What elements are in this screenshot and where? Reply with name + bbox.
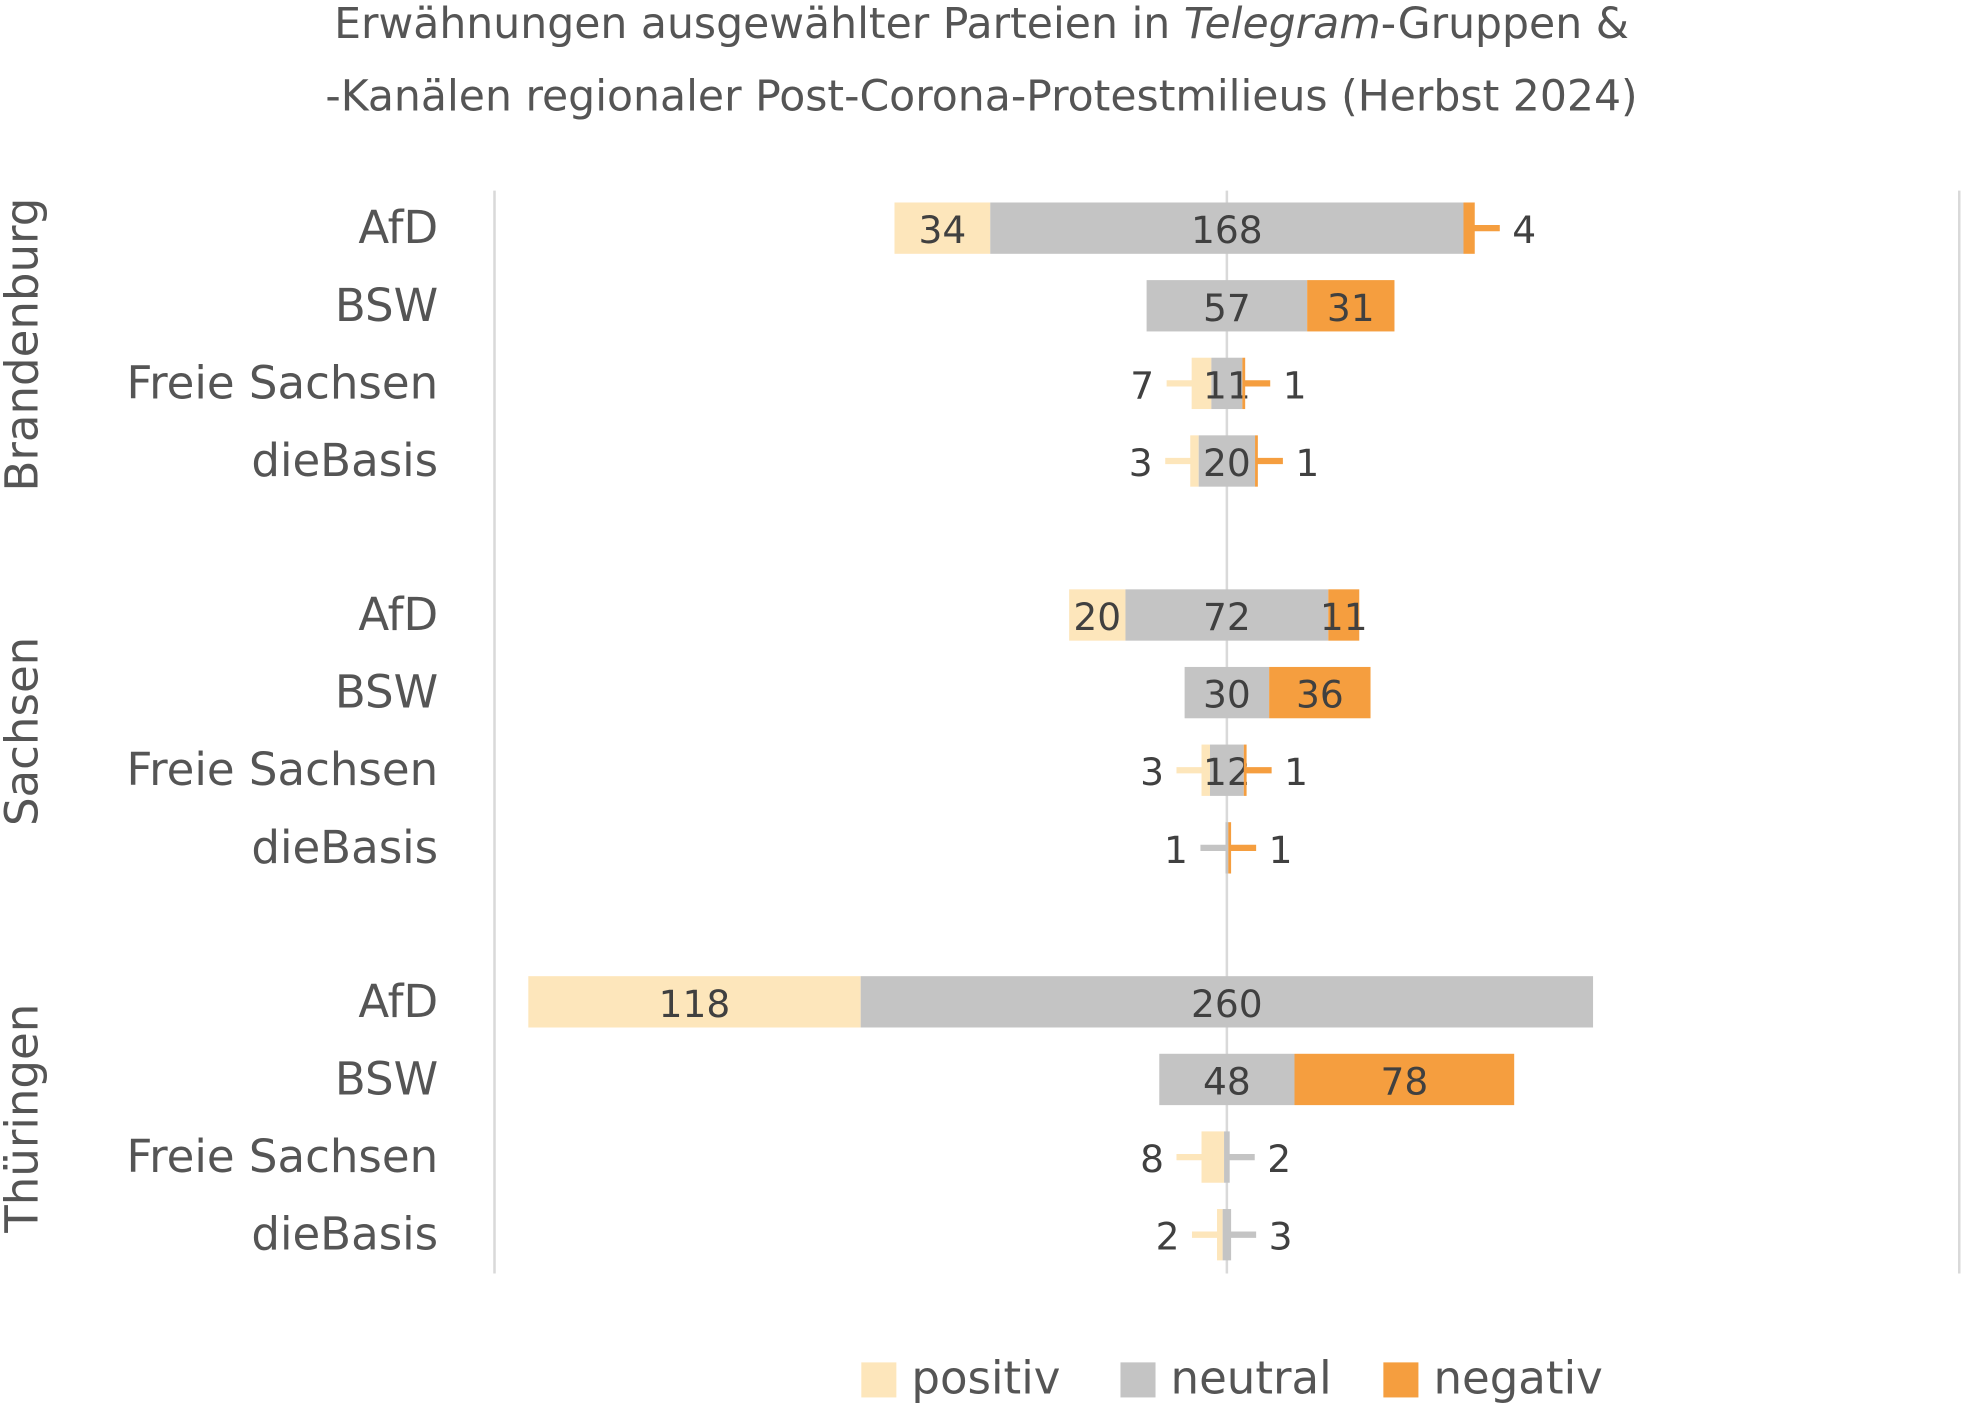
party-label: Freie Sachsen	[126, 1130, 438, 1183]
party-label: AfD	[358, 975, 438, 1028]
positive-bar	[1201, 1131, 1225, 1183]
neutral-bar	[1184, 666, 1270, 719]
neutral-value-label: 2	[1267, 1137, 1291, 1181]
negative-bar	[1328, 589, 1360, 641]
positive-bar	[1069, 589, 1126, 641]
neutral-value-label: 168	[1191, 208, 1263, 252]
group-label: Sachsen	[0, 637, 49, 826]
chart-title-line1: Erwähnungen ausgewählter Parteien in Tel…	[334, 0, 1629, 49]
party-label: Freie Sachsen	[126, 743, 438, 796]
positive-value-label: 8	[1140, 1137, 1164, 1181]
positive-value-label: 2	[1156, 1215, 1180, 1259]
positive-value-label: 34	[918, 208, 966, 252]
neutral-bar	[1209, 744, 1244, 796]
party-label: BSW	[335, 279, 438, 332]
legend-label-positive: positiv	[911, 1352, 1060, 1404]
neutral-value-label: 57	[1203, 286, 1251, 330]
party-label: dieBasis	[251, 821, 438, 874]
neutral-bar	[990, 202, 1464, 254]
party-label: Freie Sachsen	[126, 356, 438, 409]
positive-value-label: 3	[1140, 750, 1164, 794]
legend-label-negative: negativ	[1433, 1352, 1602, 1404]
neutral-bar	[1198, 435, 1256, 487]
positive-value-label: 3	[1129, 441, 1153, 485]
group-label: Brandenburg	[0, 198, 49, 492]
negative-value-label: 11	[1320, 595, 1368, 639]
party-label: BSW	[335, 1052, 438, 1105]
negative-value-label: 36	[1296, 673, 1344, 717]
neutral-value-label: 1	[1164, 828, 1188, 872]
negative-bar	[1269, 666, 1371, 719]
positive-value-label: 20	[1073, 595, 1121, 639]
negative-bar	[1307, 280, 1395, 332]
positive-value-label: 7	[1130, 363, 1154, 407]
neutral-value-label: 260	[1191, 982, 1263, 1026]
legend-swatch-positive	[861, 1362, 897, 1398]
positive-bar	[528, 976, 861, 1028]
neutral-value-label: 30	[1203, 673, 1251, 717]
negative-value-label: 1	[1269, 828, 1293, 872]
negative-value-label: 1	[1284, 750, 1308, 794]
neutral-bar	[1159, 1053, 1295, 1106]
party-label: dieBasis	[251, 1208, 438, 1261]
legend-swatch-neutral	[1120, 1362, 1156, 1398]
neutral-bar	[1146, 280, 1308, 332]
negative-value-label: 31	[1327, 286, 1375, 330]
negative-value-label: 1	[1283, 363, 1307, 407]
neutral-value-label: 12	[1203, 750, 1251, 794]
positive-bar	[894, 202, 991, 254]
neutral-value-label: 48	[1203, 1059, 1251, 1103]
neutral-bar	[1125, 589, 1329, 641]
negative-value-label: 78	[1380, 1059, 1428, 1103]
party-label: AfD	[358, 201, 438, 254]
legend: positiv neutral negativ	[861, 1352, 1603, 1404]
negative-bar	[1463, 202, 1475, 254]
legend-label-neutral: neutral	[1171, 1352, 1332, 1404]
neutral-value-label: 3	[1269, 1215, 1293, 1259]
neutral-value-label: 20	[1203, 441, 1251, 485]
axes	[493, 190, 1961, 1274]
party-label: BSW	[335, 666, 438, 719]
party-label: AfD	[358, 588, 438, 641]
neutral-bar	[1211, 357, 1243, 410]
legend-swatch-negative	[1383, 1362, 1419, 1398]
neutral-value-label: 72	[1203, 595, 1251, 639]
chart-title-line2: -Kanälen regionaler Post-Corona-Protestm…	[325, 71, 1637, 121]
party-label: dieBasis	[251, 434, 438, 487]
group-label: Thüringen	[0, 1004, 49, 1234]
negative-value-label: 4	[1512, 208, 1536, 252]
positive-value-label: 118	[659, 982, 731, 1026]
negative-value-label: 1	[1295, 441, 1319, 485]
negative-bar	[1294, 1053, 1515, 1106]
neutral-bar	[860, 976, 1594, 1028]
positive-bar	[1201, 744, 1210, 796]
